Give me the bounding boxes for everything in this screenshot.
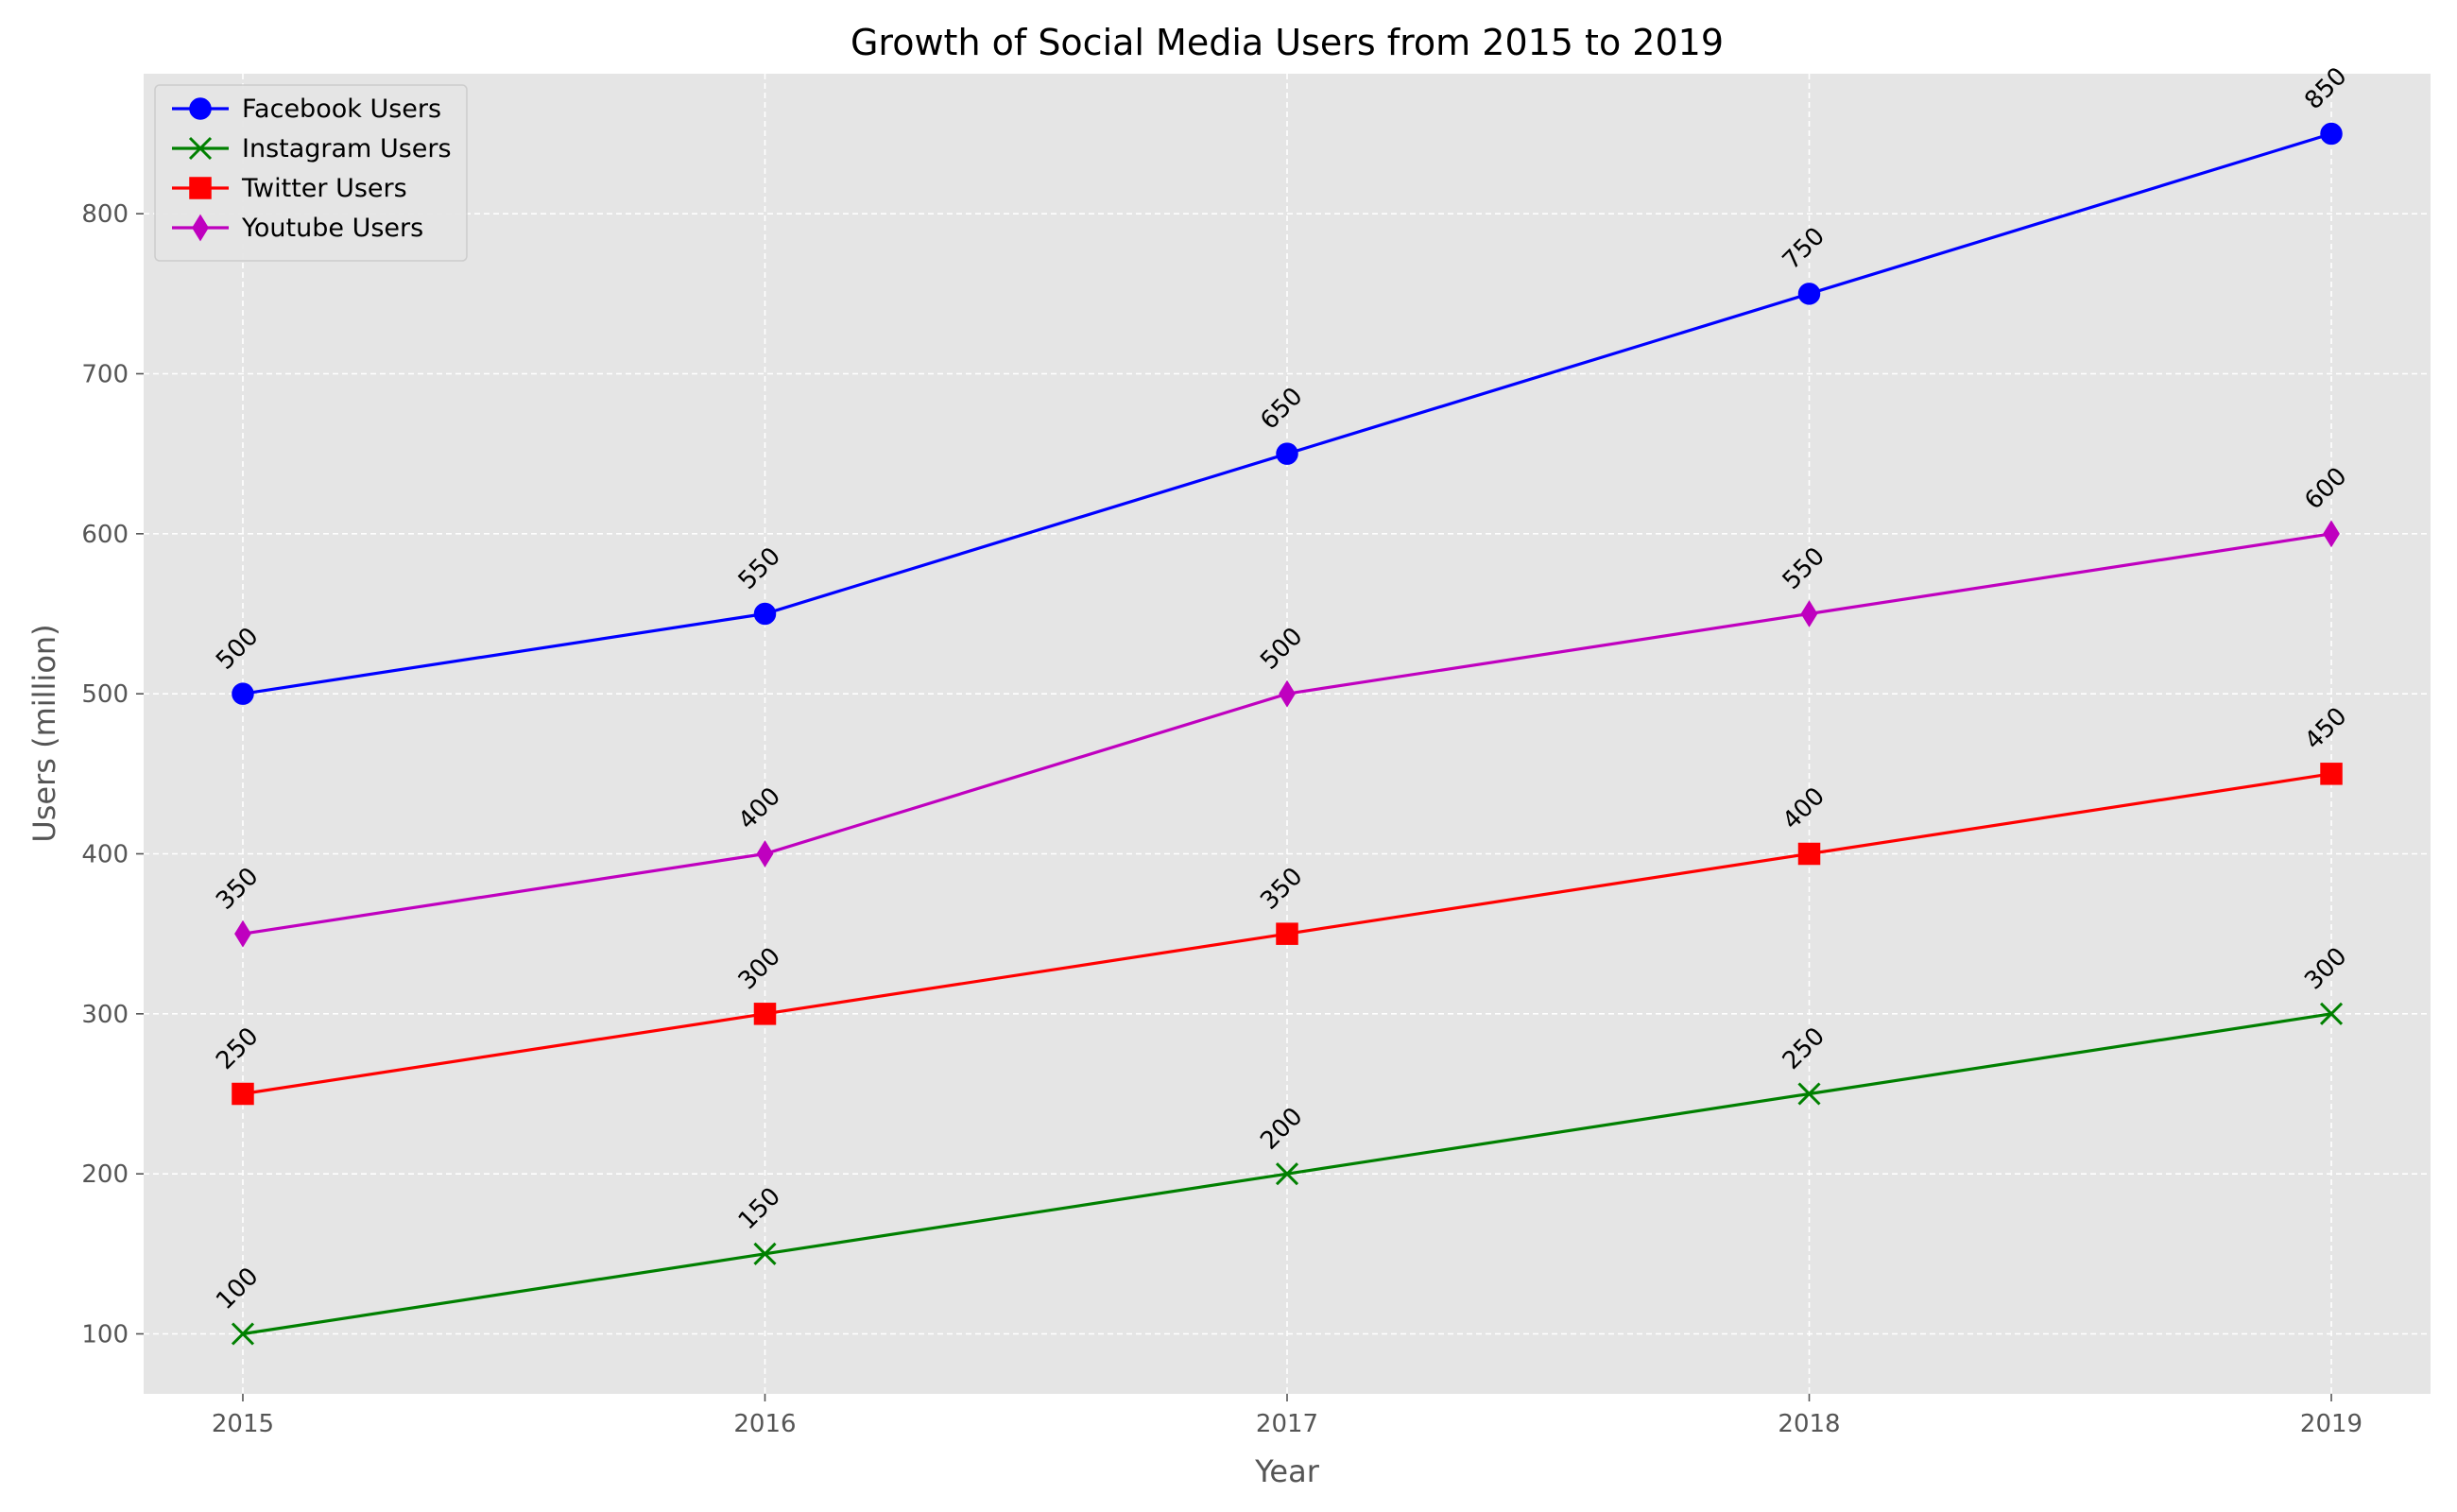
data-point-youtube-users — [1800, 600, 1818, 627]
y-tick-label: 600 — [81, 521, 129, 549]
data-point-instagram-users — [2319, 1002, 2344, 1025]
y-tick-label: 500 — [81, 680, 129, 709]
x-tick-label: 2018 — [1778, 1410, 1840, 1438]
data-point-twitter-users — [1276, 922, 1298, 945]
x-tick-label: 2019 — [2300, 1410, 2362, 1438]
legend-label-twitter-users: Twitter Users — [241, 174, 407, 203]
y-axis-label: Users (million) — [26, 624, 62, 842]
data-point-facebook-users — [753, 602, 777, 626]
data-point-instagram-users — [1275, 1162, 1299, 1186]
chart-title: Growth of Social Media Users from 2015 t… — [850, 22, 1724, 63]
data-point-youtube-users — [2323, 520, 2340, 548]
legend-marker-facebook-users — [189, 97, 212, 120]
x-tick-label: 2017 — [1256, 1410, 1318, 1438]
y-tick-label: 400 — [81, 841, 129, 869]
x-marker-stroke — [231, 1322, 255, 1346]
plot-background — [144, 74, 2431, 1394]
x-marker-stroke — [2319, 1002, 2344, 1025]
data-point-facebook-users — [2320, 122, 2343, 146]
data-point-facebook-users — [232, 682, 254, 705]
y-tick-label: 700 — [81, 361, 129, 389]
data-point-twitter-users — [2320, 763, 2343, 785]
x-axis-label: Year — [1254, 1453, 1320, 1489]
legend-label-youtube-users: Youtube Users — [241, 214, 423, 243]
data-point-facebook-users — [1276, 442, 1298, 465]
data-point-facebook-users — [1797, 283, 1821, 305]
x-tick-label: 2015 — [212, 1410, 274, 1438]
x-marker-stroke — [1275, 1162, 1299, 1186]
y-tick-label: 200 — [81, 1160, 129, 1189]
legend-marker-instagram-users — [188, 136, 213, 161]
legend-label-instagram-users: Instagram Users — [242, 134, 452, 163]
data-point-twitter-users — [232, 1082, 254, 1106]
x-marker-stroke — [1797, 1082, 1821, 1106]
data-point-youtube-users — [756, 840, 774, 868]
data-point-twitter-users — [753, 1003, 777, 1025]
axis-ticks: 2015 2016 2017 2018 2019 100 200 300 400 500 600 70… — [81, 200, 2362, 1438]
legend: Facebook Users Instagram Users Twitter Use… — [154, 84, 468, 262]
legend-marker-twitter-users — [189, 177, 212, 199]
series-markers — [231, 122, 2344, 1346]
legend-box — [154, 84, 468, 262]
data-point-youtube-users — [234, 919, 251, 948]
data-point-instagram-users — [753, 1242, 777, 1265]
data-point-instagram-users — [231, 1322, 255, 1346]
data-point-youtube-users — [1279, 679, 1296, 708]
y-tick-label: 100 — [81, 1321, 129, 1349]
y-tick-label: 800 — [81, 200, 129, 229]
x-marker-stroke — [753, 1242, 777, 1265]
data-point-instagram-users — [1797, 1082, 1821, 1106]
legend-marker-youtube-users — [192, 214, 209, 242]
data-point-twitter-users — [1797, 842, 1821, 866]
y-tick-label: 300 — [81, 1001, 129, 1029]
x-marker-stroke — [188, 136, 213, 161]
x-tick-label: 2016 — [733, 1410, 796, 1438]
legend-label-facebook-users: Facebook Users — [242, 94, 441, 124]
